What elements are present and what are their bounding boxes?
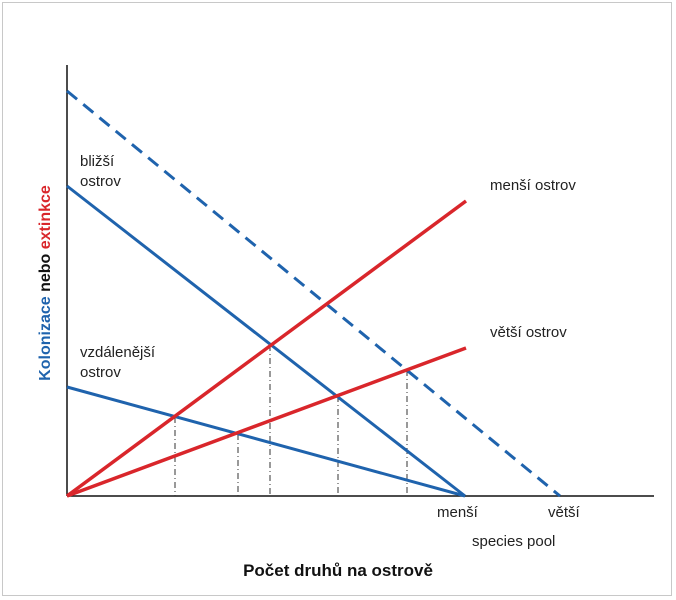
far-island-label: vzdálenější ostrov <box>80 343 155 383</box>
y-label-colonization: Kolonizace <box>37 296 54 381</box>
smaller-pool-label: menší <box>437 504 478 521</box>
far-island-label-line2: ostrov <box>80 364 121 381</box>
large-island-label: větší ostrov <box>490 324 567 341</box>
extinction-small-island-line <box>65 199 468 498</box>
extinction-large-island-line <box>66 346 467 498</box>
y-axis-label: Kolonizace nebo extinkce <box>37 185 55 381</box>
species-pool-label: species pool <box>472 533 556 550</box>
colonization-larger-pool-dashed-line <box>66 89 561 498</box>
near-island-label-line2: ostrov <box>80 173 121 190</box>
colonization-near-line <box>66 184 466 498</box>
small-island-label: menší ostrov <box>490 177 576 194</box>
x-axis-label: Počet druhů na ostrově <box>243 561 433 580</box>
near-island-label-line1: bližší <box>80 153 115 170</box>
y-label-extinction: extinkce <box>37 185 54 250</box>
larger-pool-label: větší <box>548 504 580 521</box>
colonization-far-line <box>66 385 466 498</box>
y-label-or: nebo <box>37 249 54 297</box>
far-island-label-line1: vzdálenější <box>80 344 156 361</box>
near-island-label: bližší ostrov <box>80 152 121 192</box>
